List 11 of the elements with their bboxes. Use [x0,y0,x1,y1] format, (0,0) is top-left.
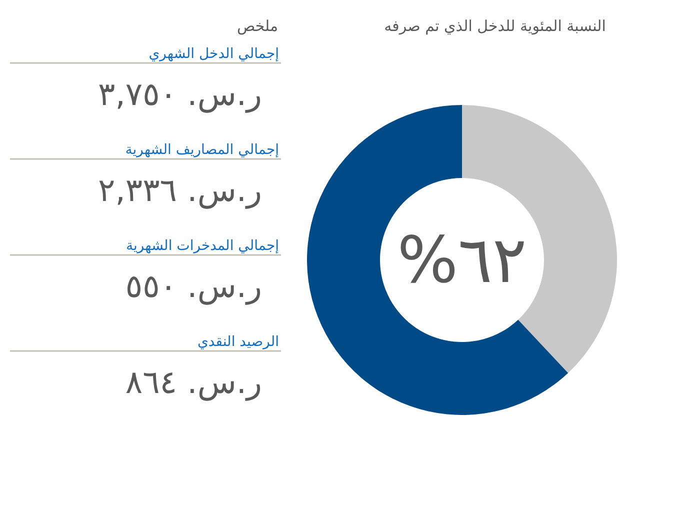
text: ر.س. ٨٦٤ [125,363,262,401]
text: إجمالي المصاريف الشهرية [125,142,280,158]
text: ر.س. ٥٥٠ [125,267,262,305]
text: ملخص [236,17,278,35]
text: ر.س. ٣,٧٥٠ [98,75,262,113]
text: إجمالي الدخل الشهري [148,46,280,62]
text: ر.س. ٢,٣٣٦ [98,171,262,209]
text: إجمالي المدخرات الشهرية [126,238,280,254]
text: الرصيد النقدي [197,334,279,350]
chart-title: النسبة المئوية للدخل الذي تم صرفه [384,17,606,35]
text: %٦٢ [397,224,527,298]
